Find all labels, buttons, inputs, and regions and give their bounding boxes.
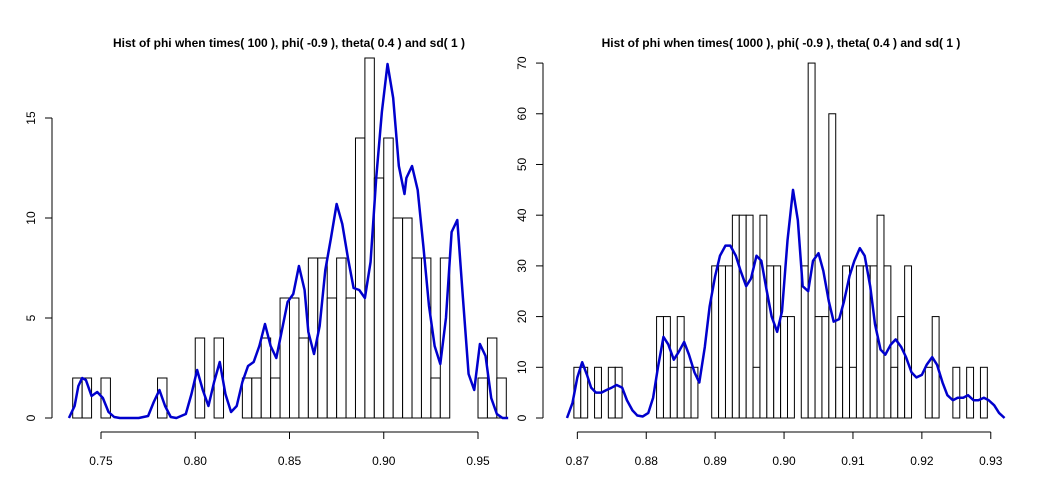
y-tick-label: 40 xyxy=(515,208,529,222)
y-tick-label: 0 xyxy=(515,414,529,421)
y-tick-label: 30 xyxy=(515,259,529,273)
histogram-bar xyxy=(669,366,678,419)
x-tick-label: 0.88 xyxy=(635,454,659,468)
y-tick-label: 50 xyxy=(515,157,529,171)
histogram-bar xyxy=(690,366,699,419)
histogram-bar xyxy=(842,265,851,419)
histogram-bar xyxy=(835,366,844,419)
histogram-bar xyxy=(738,214,747,419)
histogram-bar xyxy=(724,265,733,419)
y-tick-label: 70 xyxy=(515,56,529,70)
y-tick-label: 20 xyxy=(515,310,529,324)
y-tick-label: 15 xyxy=(24,111,38,125)
histogram-bar xyxy=(807,62,816,419)
histogram-bar xyxy=(420,257,432,419)
histogram-bar xyxy=(326,297,338,419)
x-tick-label: 0.80 xyxy=(184,454,208,468)
x-tick-label: 0.90 xyxy=(372,454,396,468)
x-tick-label: 0.91 xyxy=(841,454,865,468)
histogram-bar xyxy=(904,265,913,419)
histogram-bar xyxy=(745,214,754,419)
histogram-bar xyxy=(849,366,857,419)
histogram-bar xyxy=(876,214,885,419)
histogram-bar xyxy=(766,265,775,419)
histogram-bar xyxy=(683,366,692,419)
histogram-bar xyxy=(100,377,111,419)
histogram-bar xyxy=(298,337,309,419)
histogram-bar xyxy=(828,113,837,419)
histogram-bar xyxy=(411,257,422,419)
y-tick-label: 10 xyxy=(515,360,529,374)
histogram-bar xyxy=(676,316,685,419)
histogram-bar xyxy=(979,366,988,419)
histogram-bar xyxy=(336,257,347,419)
histogram-bar xyxy=(496,377,507,419)
histogram-bar xyxy=(780,316,788,419)
histogram-bar xyxy=(81,377,93,419)
x-tick-label: 0.90 xyxy=(772,454,796,468)
x-axis: 0.87 0.88 0.89 0.90 0.91 0.92 0.93 xyxy=(566,431,1003,468)
histogram-bar xyxy=(373,177,385,419)
density-curve xyxy=(67,62,509,420)
histogram-bar xyxy=(787,316,795,419)
histogram-bar xyxy=(773,265,782,419)
histogram-bar xyxy=(952,366,961,419)
y-tick-label: 60 xyxy=(515,107,529,121)
histogram-bar xyxy=(439,257,451,419)
y-axis: 0 10 20 30 40 50 60 70 xyxy=(515,56,544,421)
histogram-bar xyxy=(814,316,823,419)
histogram-bar xyxy=(862,265,871,419)
histogram-bar xyxy=(890,366,899,419)
histogram-panel-times-100: Hist of phi when times( 100 ), phi( -0.9… xyxy=(24,36,509,468)
histogram-bar xyxy=(251,377,262,419)
histogram-bar xyxy=(821,316,830,419)
density-curve xyxy=(565,188,1006,419)
x-tick-label: 0.89 xyxy=(703,454,727,468)
histogram-bar xyxy=(72,377,83,419)
x-tick-label: 0.87 xyxy=(566,454,590,468)
histogram-bar xyxy=(383,137,394,419)
histogram-bar xyxy=(241,377,253,419)
histogram-bar xyxy=(759,214,768,419)
histogram-bar xyxy=(614,366,623,419)
chart-title: Hist of phi when times( 1000 ), phi( -0.… xyxy=(602,36,961,50)
histogram-bar xyxy=(430,377,441,419)
histogram-bar xyxy=(662,316,671,419)
histogram-bar xyxy=(897,316,906,419)
histogram-bar xyxy=(270,377,281,419)
x-tick-label: 0.95 xyxy=(466,454,490,468)
histogram-bar xyxy=(345,297,356,419)
histogram-bar xyxy=(392,217,404,419)
histogram-bar xyxy=(883,265,892,419)
histogram-panel-times-1000: Hist of phi when times( 1000 ), phi( -0.… xyxy=(515,36,1006,468)
histogram-bar xyxy=(718,265,726,419)
histogram-bar xyxy=(855,265,864,419)
x-tick-label: 0.75 xyxy=(89,454,113,468)
histogram-bar xyxy=(477,377,488,419)
y-tick-label: 5 xyxy=(24,314,38,321)
y-tick-label: 0 xyxy=(24,414,38,421)
y-tick-label: 10 xyxy=(24,211,38,225)
histogram-bar xyxy=(402,217,413,419)
histogram-bar xyxy=(289,297,300,419)
histogram-bar xyxy=(731,214,740,419)
x-tick-label: 0.92 xyxy=(910,454,934,468)
chart-title: Hist of phi when times( 100 ), phi( -0.9… xyxy=(113,36,465,50)
histogram-bar xyxy=(354,137,366,419)
histogram-bar xyxy=(966,366,975,419)
histogram-bar xyxy=(607,366,616,419)
x-tick-label: 0.93 xyxy=(979,454,1003,468)
y-axis: 0 5 10 15 xyxy=(24,111,53,421)
histogram-bar xyxy=(317,257,328,419)
histogram-bar xyxy=(924,366,933,419)
x-tick-label: 0.85 xyxy=(278,454,302,468)
x-axis: 0.75 0.80 0.85 0.90 0.95 xyxy=(89,431,490,468)
histogram-bar xyxy=(752,366,761,419)
histogram-bar xyxy=(260,337,272,419)
